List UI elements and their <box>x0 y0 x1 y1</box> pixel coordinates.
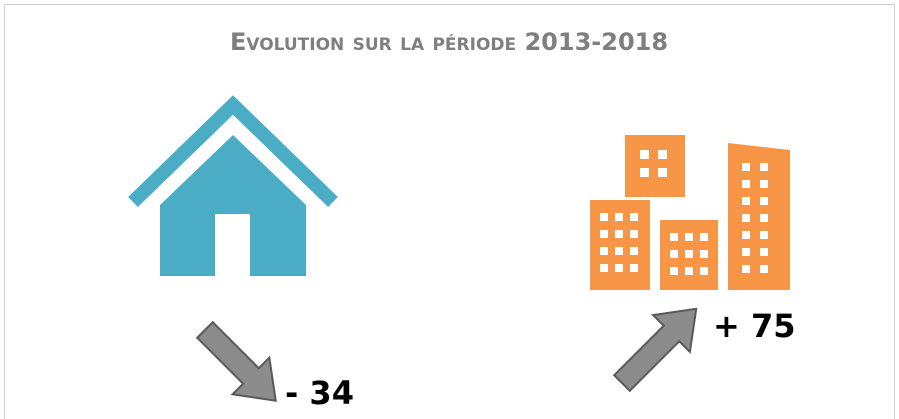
title: Evolution sur la période 2013-2018 <box>230 28 668 56</box>
window <box>742 248 750 256</box>
window <box>742 163 750 171</box>
window <box>615 247 623 255</box>
window <box>630 264 638 272</box>
window <box>630 230 638 238</box>
house-icon <box>128 95 338 276</box>
window <box>658 168 667 177</box>
window <box>760 214 768 222</box>
window <box>670 267 678 275</box>
window <box>742 197 750 205</box>
window <box>670 233 678 241</box>
window <box>742 231 750 239</box>
arrow-up <box>612 307 698 393</box>
window <box>700 233 708 241</box>
window <box>760 180 768 188</box>
window <box>685 250 693 258</box>
window <box>742 214 750 222</box>
window <box>700 250 708 258</box>
window <box>760 197 768 205</box>
window <box>760 248 768 256</box>
value-label: + 75 <box>713 307 795 345</box>
window <box>685 233 693 241</box>
window <box>742 265 750 273</box>
arrow-down <box>195 320 277 402</box>
window <box>600 264 608 272</box>
window <box>600 213 608 221</box>
window <box>700 267 708 275</box>
window <box>640 150 649 159</box>
window <box>640 168 649 177</box>
window <box>630 213 638 221</box>
window <box>760 265 768 273</box>
window <box>658 150 667 159</box>
window <box>670 250 678 258</box>
window <box>760 231 768 239</box>
window <box>600 247 608 255</box>
window <box>615 230 623 238</box>
buildings-icon <box>590 135 790 290</box>
window <box>615 264 623 272</box>
value-label: - 34 <box>285 374 354 412</box>
window <box>630 247 638 255</box>
window <box>685 267 693 275</box>
window <box>600 230 608 238</box>
window <box>742 180 750 188</box>
window <box>615 213 623 221</box>
window <box>760 163 768 171</box>
